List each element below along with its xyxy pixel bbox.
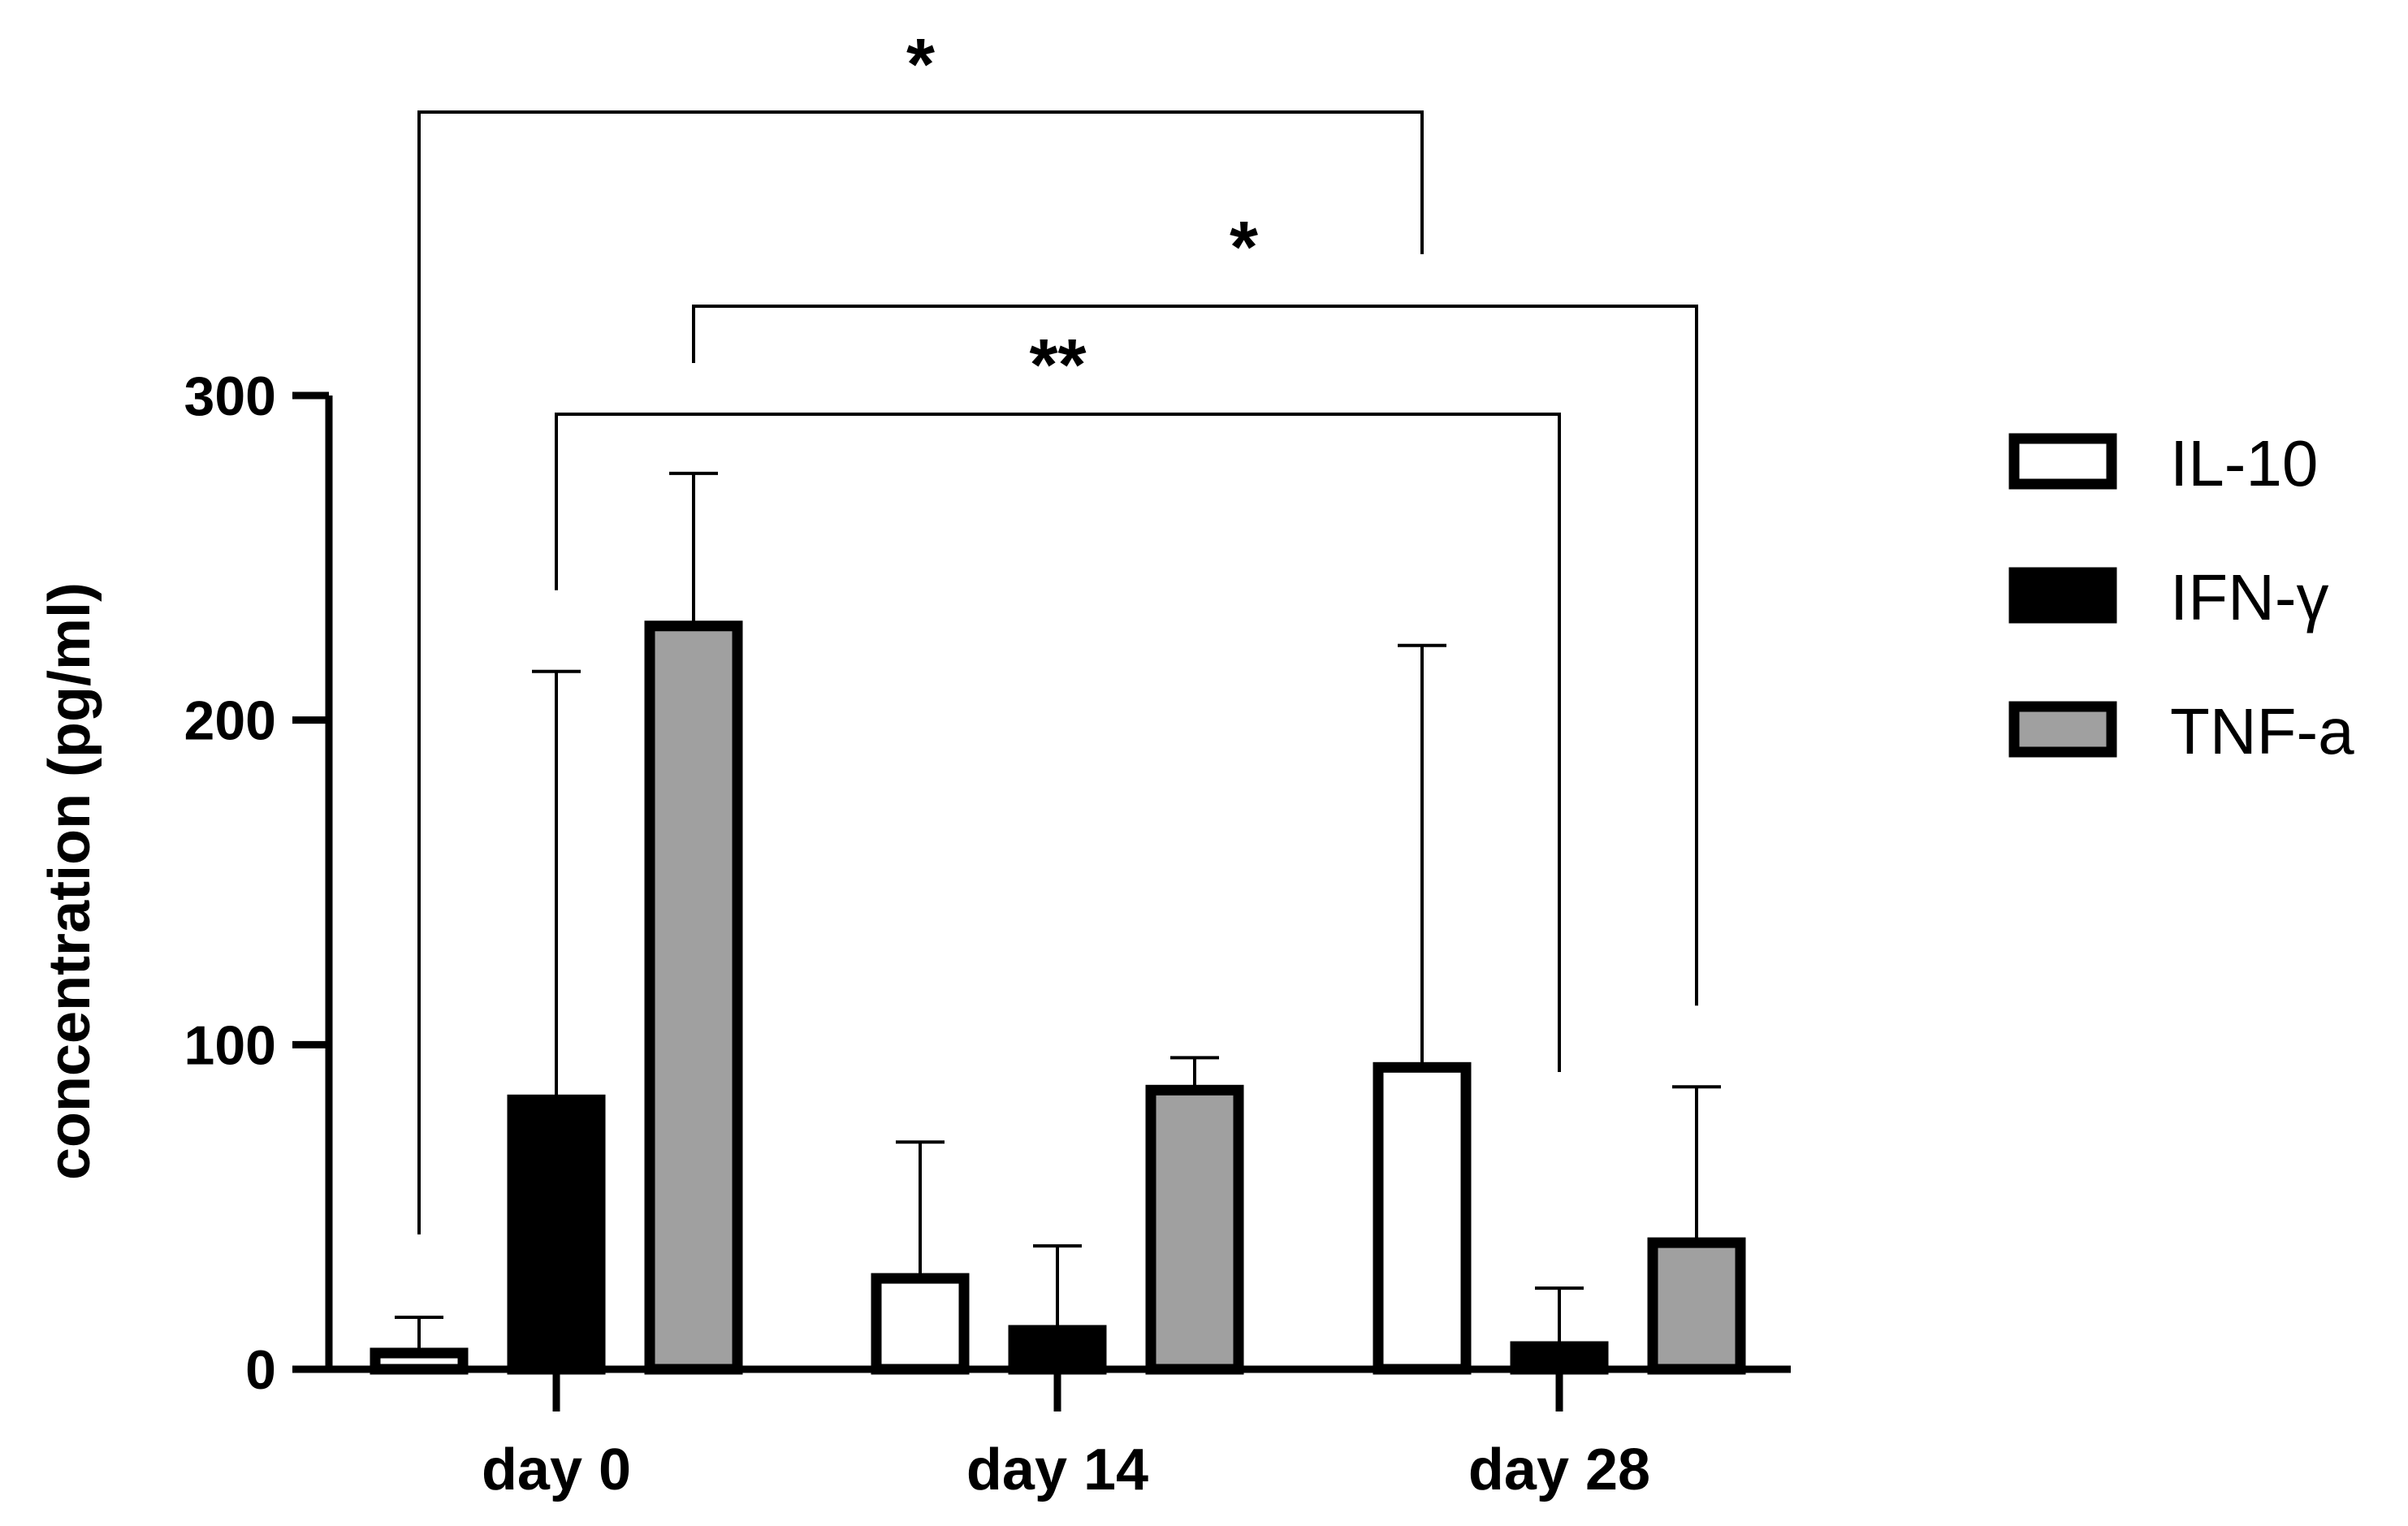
legend-item: TNF-a bbox=[2008, 695, 2354, 767]
legend-item: IL-10 bbox=[2008, 427, 2318, 499]
error-bars bbox=[395, 471, 1721, 1354]
x-tick-label: day 0 bbox=[482, 1437, 631, 1502]
x-tick-label: day 28 bbox=[1468, 1437, 1650, 1502]
significance-brackets: **** bbox=[417, 24, 1698, 1234]
legend-swatch bbox=[2008, 567, 2117, 624]
bar bbox=[1647, 1237, 1746, 1375]
significance-label: ** bbox=[1029, 325, 1086, 406]
x-ticks: day 0 day 14 day 28 bbox=[482, 1369, 1650, 1502]
legend-label: IFN-γ bbox=[2170, 561, 2329, 633]
legend-label: IL-10 bbox=[2170, 427, 2318, 499]
significance-label: * bbox=[906, 24, 935, 106]
bar bbox=[1145, 1084, 1244, 1375]
y-tick-label: 100 bbox=[184, 1014, 276, 1076]
significance-bracket: * bbox=[692, 207, 1698, 1006]
bar bbox=[644, 620, 743, 1375]
y-ticks: 0 100 200 300 bbox=[184, 365, 329, 1401]
y-tick-label: 300 bbox=[184, 365, 276, 427]
significance-label: * bbox=[1230, 207, 1258, 288]
bracket-line bbox=[692, 305, 1698, 1006]
significance-bracket: ** bbox=[555, 325, 1561, 1072]
y-axis-title: concentration (pg/ml) bbox=[37, 582, 102, 1180]
legend-item: IFN-γ bbox=[2008, 561, 2329, 633]
bar bbox=[1008, 1325, 1107, 1375]
x-tick-label: day 14 bbox=[966, 1437, 1148, 1502]
bracket-line bbox=[417, 110, 1424, 1234]
bracket-line bbox=[555, 413, 1561, 1072]
legend: IL-10 IFN-γ TNF-a bbox=[2008, 427, 2354, 767]
legend-swatch bbox=[2008, 433, 2117, 490]
bar bbox=[871, 1273, 970, 1375]
significance-bracket: * bbox=[417, 24, 1424, 1234]
y-tick-label: 200 bbox=[184, 690, 276, 752]
y-tick-label: 0 bbox=[245, 1339, 276, 1401]
bar bbox=[507, 1094, 606, 1375]
legend-swatch bbox=[2008, 701, 2117, 758]
legend-label: TNF-a bbox=[2170, 695, 2354, 767]
bar bbox=[1373, 1061, 1472, 1375]
